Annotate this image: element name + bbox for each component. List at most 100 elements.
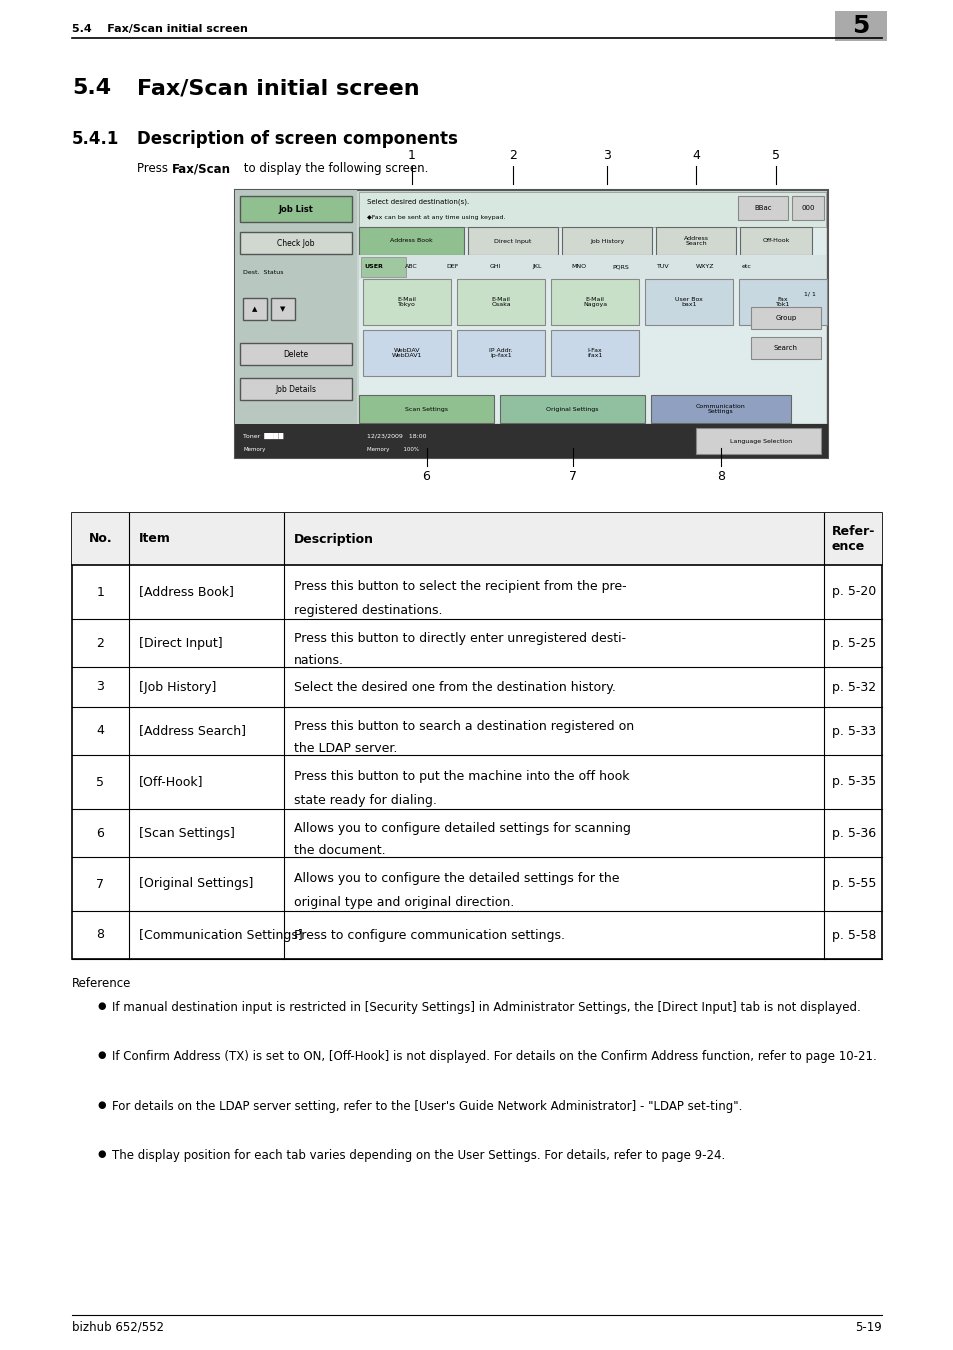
Text: p. 5-25: p. 5-25 — [831, 636, 876, 649]
Bar — [740, 227, 811, 255]
Text: Toner  ████: Toner ████ — [243, 433, 283, 439]
Text: Allows you to configure detailed settings for scanning: Allows you to configure detailed setting… — [294, 822, 630, 836]
Text: 1/ 1: 1/ 1 — [803, 292, 815, 297]
Text: p. 5-33: p. 5-33 — [831, 725, 875, 737]
Text: Memory        100%: Memory 100% — [367, 447, 418, 451]
Text: Allows you to configure the detailed settings for the: Allows you to configure the detailed set… — [294, 872, 618, 886]
Text: Job History: Job History — [589, 239, 623, 243]
Bar — [360, 256, 406, 277]
Bar — [696, 428, 821, 454]
Text: Reference: Reference — [71, 977, 132, 990]
Text: Select the desired one from the destination history.: Select the desired one from the destinat… — [294, 680, 616, 694]
Bar — [650, 396, 790, 423]
Text: ●: ● — [97, 1149, 106, 1160]
Text: Select desired destination(s).: Select desired destination(s). — [367, 198, 469, 205]
Text: 000: 000 — [801, 205, 814, 211]
Text: [Scan Settings]: [Scan Settings] — [139, 826, 234, 840]
Text: ◆Fax can be sent at any time using keypad.: ◆Fax can be sent at any time using keypa… — [367, 215, 505, 220]
Text: original type and original direction.: original type and original direction. — [294, 896, 514, 909]
Text: Description: Description — [294, 532, 374, 545]
Bar — [499, 396, 644, 423]
Bar — [234, 190, 827, 458]
Text: E-Mail
Tokyo: E-Mail Tokyo — [397, 297, 416, 308]
Text: Fax/Scan initial screen: Fax/Scan initial screen — [137, 78, 419, 99]
Text: ▲: ▲ — [252, 306, 257, 312]
Text: User Box
bax1: User Box bax1 — [675, 297, 702, 308]
Text: Item: Item — [139, 532, 171, 545]
Text: MNO: MNO — [571, 265, 586, 270]
Text: 5.4    Fax/Scan initial screen: 5.4 Fax/Scan initial screen — [71, 24, 248, 34]
Text: p. 5-36: p. 5-36 — [831, 826, 875, 840]
Bar — [791, 196, 823, 220]
Text: 8: 8 — [96, 929, 105, 941]
Text: 4: 4 — [691, 148, 700, 162]
Text: 12/23/2009   18:00: 12/23/2009 18:00 — [367, 433, 426, 439]
Text: [Address Book]: [Address Book] — [139, 586, 233, 598]
Bar — [456, 279, 544, 325]
Text: Off-Hook: Off-Hook — [761, 239, 789, 243]
Text: Refer-
ence: Refer- ence — [831, 525, 875, 553]
Text: 7: 7 — [96, 878, 105, 891]
Text: p. 5-35: p. 5-35 — [831, 775, 876, 788]
Bar — [656, 227, 735, 255]
Bar — [243, 298, 267, 320]
Bar — [271, 298, 294, 320]
Text: 5.4.1: 5.4.1 — [71, 130, 119, 148]
Text: bizhub 652/552: bizhub 652/552 — [71, 1322, 164, 1334]
Text: p. 5-58: p. 5-58 — [831, 929, 876, 941]
Text: Address
Search: Address Search — [682, 236, 708, 247]
Text: p. 5-55: p. 5-55 — [831, 878, 876, 891]
Text: p. 5-20: p. 5-20 — [831, 586, 876, 598]
Bar — [358, 396, 494, 423]
Text: If Confirm Address (TX) is set to ON, [Off-Hook] is not displayed. For details o: If Confirm Address (TX) is set to ON, [O… — [112, 1050, 876, 1064]
Text: If manual destination input is restricted in [Security Settings] in Administrato: If manual destination input is restricte… — [112, 1000, 860, 1014]
Text: Dest.  Status: Dest. Status — [243, 270, 283, 275]
Text: Fax/Scan: Fax/Scan — [172, 162, 231, 176]
Text: Delete: Delete — [283, 350, 308, 359]
Text: [Direct Input]: [Direct Input] — [139, 636, 222, 649]
Text: The display position for each tab varies depending on the User Settings. For det: The display position for each tab varies… — [112, 1149, 724, 1162]
Bar — [551, 329, 639, 377]
Text: 5: 5 — [851, 14, 869, 38]
Text: 6: 6 — [422, 470, 430, 483]
Text: ●: ● — [97, 1100, 106, 1110]
Text: 5: 5 — [96, 775, 105, 788]
Text: Group: Group — [775, 315, 796, 321]
Bar — [739, 279, 826, 325]
Text: Press this button to put the machine into the off hook: Press this button to put the machine int… — [294, 769, 629, 783]
Text: [Communication Settings]: [Communication Settings] — [139, 929, 302, 941]
Bar — [358, 192, 825, 227]
Text: Press to configure communication settings.: Press to configure communication setting… — [294, 929, 564, 941]
Text: I-Fax
ifax1: I-Fax ifax1 — [587, 347, 602, 358]
Text: 1: 1 — [407, 148, 415, 162]
Text: IP Addr.
ip-fax1: IP Addr. ip-fax1 — [489, 347, 513, 358]
Bar — [71, 513, 882, 958]
Text: Search: Search — [773, 346, 797, 351]
Text: etc: etc — [741, 265, 751, 270]
Text: state ready for dialing.: state ready for dialing. — [294, 794, 436, 807]
Text: Direct Input: Direct Input — [494, 239, 531, 243]
Text: 6: 6 — [96, 826, 104, 840]
Bar — [240, 343, 352, 364]
Text: p. 5-32: p. 5-32 — [831, 680, 875, 694]
Text: the document.: the document. — [294, 844, 385, 856]
Bar — [358, 192, 825, 423]
Text: 5-19: 5-19 — [854, 1322, 882, 1334]
Text: [Job History]: [Job History] — [139, 680, 216, 694]
Text: 3: 3 — [602, 148, 610, 162]
Text: WebDAV
WebDAV1: WebDAV WebDAV1 — [392, 347, 422, 358]
Text: 1: 1 — [96, 586, 104, 598]
Text: [Original Settings]: [Original Settings] — [139, 878, 253, 891]
Bar — [456, 329, 544, 377]
Text: registered destinations.: registered destinations. — [294, 603, 442, 617]
Text: GHI: GHI — [489, 265, 500, 270]
Text: Language Selection: Language Selection — [729, 439, 791, 444]
Text: Job Details: Job Details — [275, 385, 316, 393]
Text: 5: 5 — [771, 148, 780, 162]
Text: TUV: TUV — [656, 265, 669, 270]
Bar — [561, 227, 651, 255]
Text: For details on the LDAP server setting, refer to the [User's Guide Network Admin: For details on the LDAP server setting, … — [112, 1100, 741, 1112]
Bar — [551, 279, 639, 325]
Bar — [738, 196, 787, 220]
Text: Press this button to directly enter unregistered desti-: Press this button to directly enter unre… — [294, 632, 625, 645]
